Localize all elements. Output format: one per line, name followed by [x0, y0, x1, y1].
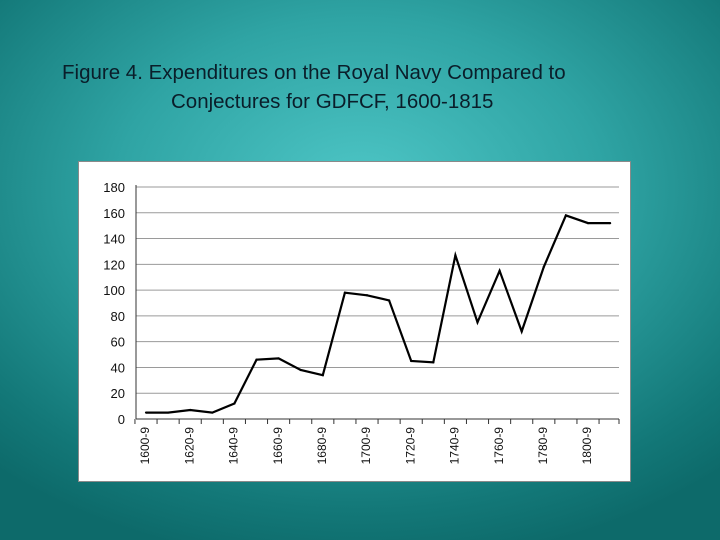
y-tick-label: 20: [111, 386, 125, 401]
x-tick-label: 1700-9: [359, 427, 373, 465]
x-tick-label: 1620-9: [182, 427, 196, 465]
data-point: [277, 357, 280, 360]
data-point: [498, 269, 501, 272]
x-tick-label: 1740-9: [448, 427, 462, 465]
x-tick-label: 1760-9: [492, 427, 506, 465]
data-point: [233, 402, 236, 405]
y-tick-label: 40: [111, 360, 125, 375]
x-tick-label: 1600-9: [138, 427, 152, 465]
x-tick-label: 1680-9: [315, 427, 329, 465]
data-point: [476, 321, 479, 324]
data-point: [410, 359, 413, 363]
data-point: [299, 368, 302, 372]
title-line-2: Conjectures for GDFCF, 1600-1815: [171, 90, 494, 113]
data-point: [542, 265, 545, 269]
series-line: [146, 214, 611, 414]
data-point: [144, 411, 148, 414]
chart-panel: 0 20 40 60 80 100 120 140 160 180 1600-9 1620-9 1640…: [78, 161, 631, 482]
data-point: [343, 291, 346, 294]
data-point: [189, 408, 192, 412]
data-point: [520, 330, 523, 333]
y-tick-label: 160: [103, 206, 125, 221]
y-tick-label: 120: [103, 257, 125, 272]
data-point: [432, 361, 435, 364]
data-point: [609, 221, 612, 225]
data-point: [321, 374, 324, 377]
data-point: [255, 358, 258, 361]
data-point: [167, 411, 170, 414]
slide-title: Figure 4. Expenditures on the Royal Navy…: [62, 58, 702, 116]
x-tick-label: 1640-9: [227, 427, 241, 465]
data-point: [211, 411, 214, 414]
x-tick-label: 1720-9: [403, 427, 417, 465]
data-point: [586, 221, 590, 225]
x-tick-label: 1660-9: [271, 427, 285, 465]
y-tick-label: 0: [118, 412, 125, 427]
y-tick-label: 60: [111, 335, 125, 350]
y-tick-label: 80: [111, 309, 125, 324]
data-point: [365, 294, 369, 297]
y-tick-label: 180: [103, 180, 125, 195]
data-point: [454, 254, 457, 257]
line-chart: 0 20 40 60 80 100 120 140 160 180 1600-9 1620-9 1640…: [103, 180, 620, 465]
data-point: [388, 299, 391, 302]
y-tick-label: 140: [103, 232, 125, 247]
data-point: [564, 214, 567, 217]
x-tick-label: 1780-9: [536, 427, 550, 465]
title-line-1: Figure 4. Expenditures on the Royal Navy…: [62, 61, 566, 84]
y-tick-label: 100: [103, 283, 125, 298]
x-tick-label: 1800-9: [580, 427, 594, 465]
